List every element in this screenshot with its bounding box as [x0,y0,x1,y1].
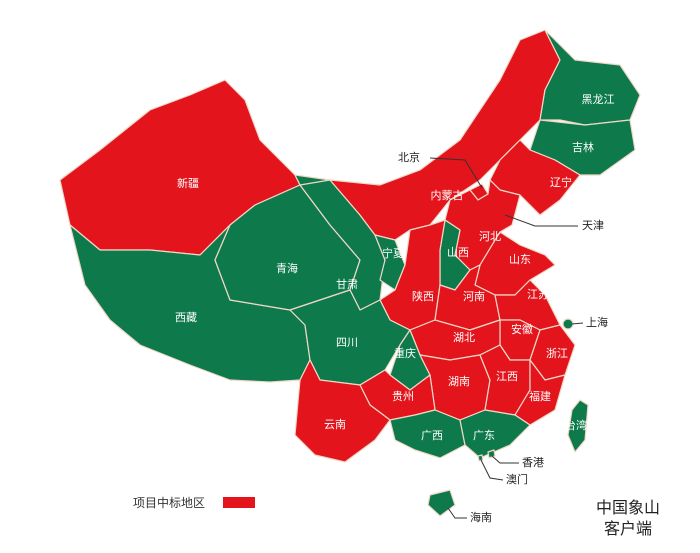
label-shandong: 山东 [509,253,531,266]
brand-line-1: 中国象山 [596,498,661,517]
label-tianjin: 天津 [582,219,604,232]
brand-watermark: 中国象山 客户端 [596,497,660,539]
province-fujian[interactable] [514,359,566,426]
label-guangxi: 广西 [421,429,443,442]
label-fujian: 福建 [529,389,551,403]
leader-line-xianggang [491,455,519,464]
province-xianggang[interactable] [487,449,496,459]
province-taiwan[interactable] [567,399,589,453]
leader-line-tianjin [504,214,578,227]
label-shaanxi: 陕西 [412,289,434,303]
label-xizang: 西藏 [175,311,197,324]
label-guizhou: 贵州 [392,390,414,403]
label-hubei: 湖北 [453,331,475,344]
label-hebei: 河北 [479,230,501,243]
label-neimenggu: 内蒙古 [431,188,464,202]
label-hunan: 湖南 [448,375,470,388]
label-gansu: 甘肃 [336,278,358,291]
label-aomen: 澳门 [506,472,528,486]
label-jiangxi: 江西 [496,370,518,383]
label-xinjiang: 新疆 [177,176,199,190]
province-heilongjiang[interactable] [539,29,641,126]
leader-line-shanghai [571,322,584,325]
label-ningxia: 宁夏 [382,246,404,260]
leader-line-aomen [480,459,504,481]
province-liaoning[interactable] [489,139,581,216]
province-hainan[interactable] [427,489,456,517]
label-jilin: 吉林 [572,140,594,154]
legend-label: 项目中标地区 [133,496,206,510]
label-jiangsu: 江苏 [527,288,549,301]
label-shanxi: 山西 [447,246,469,259]
label-qinghai: 青海 [276,261,298,275]
province-guangdong[interactable] [459,409,531,459]
leader-line-beijing [429,157,483,189]
label-yunnan: 云南 [324,418,346,431]
label-sichuan: 四川 [336,336,358,349]
legend: 项目中标地区 [133,494,256,511]
label-liaoning: 辽宁 [550,175,572,189]
label-chongqing: 重庆 [394,346,416,360]
brand-line-2: 客户端 [604,519,653,538]
label-zhejiang: 浙江 [546,347,568,360]
label-guangdong: 广东 [473,429,495,442]
label-shanghai: 上海 [586,315,608,329]
province-aomen[interactable] [477,454,484,462]
label-hainan: 海南 [470,510,492,524]
label-henan: 河南 [463,290,485,303]
leader-line-hainan [447,507,467,519]
province-shanghai[interactable] [562,318,574,330]
label-beijing: 北京 [398,150,420,164]
label-heilongjiang: 黑龙江 [582,93,615,106]
label-anhui: 安徽 [511,322,533,336]
label-xianggang: 香港 [522,456,544,469]
label-taiwan: 台湾 [565,418,587,432]
province-sichuan[interactable] [289,289,411,386]
legend-swatch [223,497,256,508]
